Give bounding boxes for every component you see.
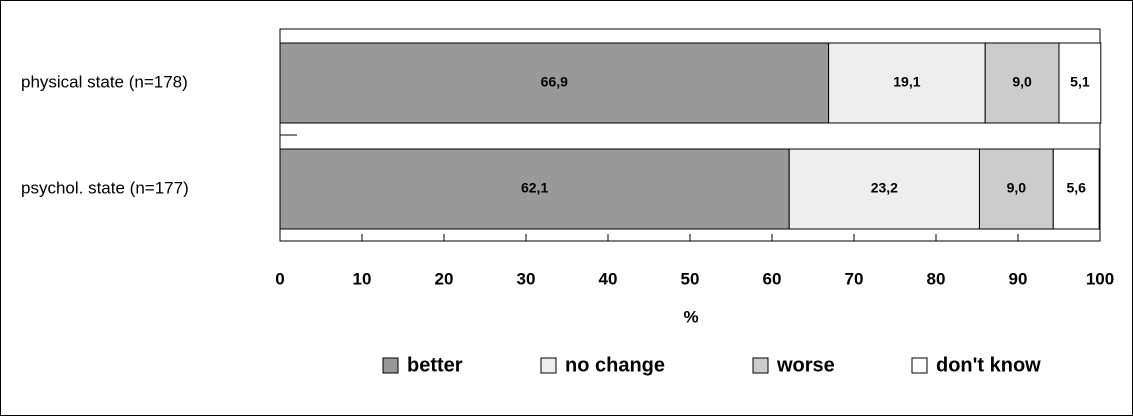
- legend-label: don't know: [936, 354, 1041, 376]
- bar-segment: [984, 42, 1060, 124]
- x-tick-label: 0: [275, 269, 284, 288]
- x-tick-label: 90: [1009, 269, 1028, 288]
- x-tick-label: 60: [763, 269, 782, 288]
- data-label: 5,6: [1066, 180, 1086, 196]
- x-axis-label: %: [683, 307, 698, 326]
- x-tick-label: 30: [517, 269, 536, 288]
- bar-segment: [1052, 148, 1100, 230]
- legend-label: no change: [565, 354, 665, 376]
- bar-segment: [788, 148, 980, 230]
- legend-swatch: [752, 357, 769, 374]
- data-label: 23,2: [871, 180, 898, 196]
- bar-segment: [1058, 42, 1102, 124]
- x-tick-label: 40: [599, 269, 618, 288]
- x-tick-label: 10: [353, 269, 372, 288]
- x-tick-label: 80: [927, 269, 946, 288]
- data-label: 19,1: [893, 74, 920, 90]
- data-label: 9,0: [1007, 180, 1027, 196]
- legend-swatch: [540, 357, 557, 374]
- bar-segment: [978, 148, 1054, 230]
- x-tick-label: 70: [845, 269, 864, 288]
- x-tick-label: 100: [1086, 269, 1114, 288]
- x-tick-label: 50: [681, 269, 700, 288]
- data-label: 9,0: [1012, 74, 1032, 90]
- bar-segment: [828, 42, 986, 124]
- bar-segment: [279, 148, 790, 230]
- data-label: 5,1: [1070, 74, 1090, 90]
- legend-label: better: [407, 354, 463, 376]
- legend-swatch: [382, 357, 399, 374]
- x-tick-label: 20: [435, 269, 454, 288]
- data-label: 66,9: [541, 74, 568, 90]
- legend-swatch: [911, 357, 928, 374]
- legend-label: worse: [776, 354, 835, 376]
- category-label: physical state (n=178): [21, 72, 188, 91]
- data-label: 62,1: [521, 180, 548, 196]
- bar-segment: [279, 42, 830, 124]
- category-label: psychol. state (n=177): [21, 178, 189, 197]
